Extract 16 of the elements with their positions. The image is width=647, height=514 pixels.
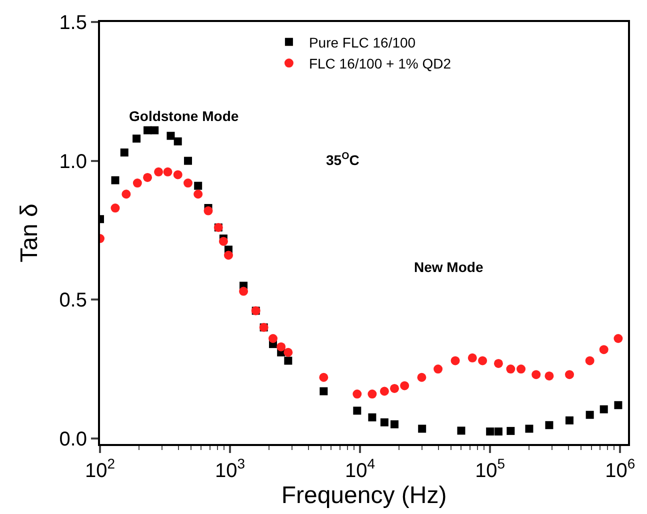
legend-label: FLC 16/100 + 1% QD2 bbox=[308, 55, 452, 72]
annotation: New Mode bbox=[414, 259, 484, 275]
y-tick-label: 1.5 bbox=[59, 12, 87, 34]
x-tick-label: 10$^{6}$ bbox=[605, 456, 636, 482]
annotation: Goldstone Mode bbox=[129, 108, 239, 124]
y-tick-label: 0.5 bbox=[59, 290, 87, 312]
legend-label: Pure FLC 16/100 bbox=[308, 34, 416, 50]
x-tick-label: 10$^{2}$ bbox=[84, 456, 116, 482]
y-tick-label: 1.0 bbox=[59, 150, 87, 173]
y-axis-title: Tan δ bbox=[16, 204, 43, 262]
x-tick-label: 10$^{5}$ bbox=[475, 456, 506, 482]
x-axis-title: Frequency (Hz) bbox=[281, 482, 447, 509]
x-tick-label: 10$^{4}$ bbox=[345, 456, 376, 482]
x-tick-label: 10$^{3}$ bbox=[215, 456, 246, 482]
y-tick-label: 0.0 bbox=[59, 428, 87, 450]
annotation: 35$^{O}$C bbox=[326, 151, 360, 168]
